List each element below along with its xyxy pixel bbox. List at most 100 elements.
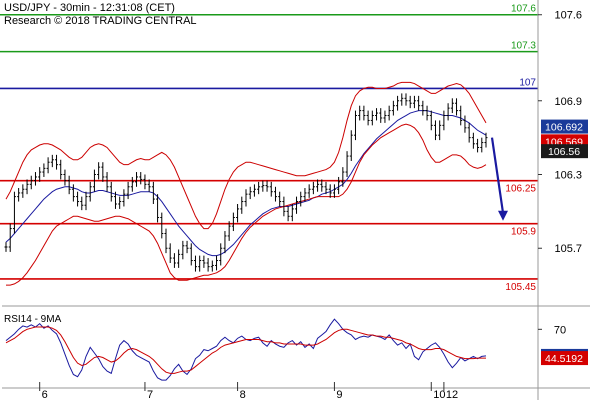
price-bar [332,184,336,198]
price-bar [400,93,404,106]
price-bar [446,103,450,121]
x-tick-label: 6 [42,389,48,400]
price-tag-label: 106.692 [545,122,583,134]
price-bar [17,188,21,202]
price-bar [362,105,366,121]
price-bar [391,100,395,116]
price-bar [156,194,160,223]
price-bar [349,130,353,161]
price-bar [261,180,265,192]
price-bar [320,179,324,192]
price-bar [181,240,185,260]
y-tick-label: 106.3 [554,170,582,182]
price-bar [71,184,75,202]
price-bar [324,181,328,195]
level-label: 107 [519,77,536,88]
price-bar [63,169,67,186]
price-tag-box [541,144,588,159]
price-bar [303,188,307,202]
price-bar [21,184,25,198]
level-label: 105.45 [505,282,536,293]
price-bar [55,154,59,170]
rsi-panel [5,318,487,381]
price-bar [59,159,63,180]
price-bar [130,176,134,192]
moving-average-line [5,110,487,257]
rsi-ma-line [5,326,487,374]
price-bar [316,179,320,192]
price-bar [12,191,16,234]
price-bar [286,206,290,222]
price-bar [97,162,101,180]
price-bar [240,196,244,214]
price-bar [341,167,345,187]
price-bar [412,95,416,109]
y-tick-label: 105.7 [554,243,582,255]
price-bar [387,105,391,121]
price-bar [257,181,261,195]
rsi-label: RSI14 - 9MA [4,314,62,325]
price-bar [122,189,126,207]
price-bar [396,95,400,111]
price-bar [366,110,370,126]
price-bar [244,189,248,207]
price-bar [471,132,475,149]
price-bar [269,181,273,197]
forecast-arrow-head [498,210,508,221]
price-bar [202,255,206,268]
price-bar [151,181,155,204]
price-bar [67,175,71,195]
price-bar [38,167,42,182]
price-bar [353,110,357,141]
y-tick-label: 107.6 [554,10,582,22]
price-bar [185,240,189,254]
price-bar [252,184,256,197]
price-bar [168,243,172,263]
bollinger-upper-line [5,81,487,230]
price-bar [160,212,164,239]
price-bar [450,98,454,114]
price-bar [46,157,50,174]
price-bar [164,228,168,254]
price-bar [438,120,442,141]
price-bar [282,196,286,217]
price-bar [311,181,315,195]
price-bar [248,186,252,200]
price-bar [455,98,459,116]
level-label: 105.9 [511,227,536,238]
price-bar [408,95,412,109]
chart-title: USD/JPY - 30min - 12:31:08 (CET) [4,2,175,14]
price-bar [33,172,37,186]
rsi-tag-box [541,351,588,366]
y-tick-label: 106.9 [554,96,582,108]
level-label: 106.25 [505,184,536,195]
rsi-tag-label: 44.5192 [545,353,583,365]
price-bar [210,260,214,272]
rsi-y-tick-label: 70 [554,324,566,336]
price-bar [278,191,282,207]
price-bar [88,181,92,202]
price-bar [50,154,54,168]
bollinger-lower-line [6,123,487,286]
price-bar [425,105,429,121]
price-bar [206,258,210,272]
price-bar [375,108,379,121]
price-bar [379,108,383,123]
price-bar [370,110,374,126]
price-bar [223,231,227,254]
price-bar [421,100,425,116]
price-bar [459,105,463,126]
price-bar [328,184,332,198]
price-bar [172,253,176,268]
price-tag-label: 106.56 [548,146,580,158]
price-bar [8,223,12,252]
chart-subtitle: Research © 2018 TRADING CENTRAL [4,15,197,27]
price-bar [337,176,341,195]
price-bar [265,180,269,192]
price-bar [139,172,143,185]
price-bar [417,95,421,111]
price-bar [105,172,109,192]
price-panel: 107.6 107.3 107 106.25 105.9 105.45 [0,4,538,293]
price-bar [42,163,46,177]
